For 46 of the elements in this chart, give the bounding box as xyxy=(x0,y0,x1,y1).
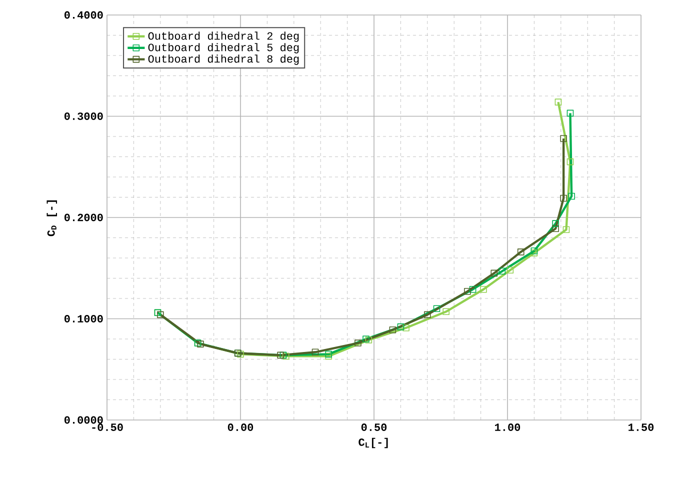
point xyxy=(498,268,506,275)
point xyxy=(560,135,567,142)
y-tick-label: 0.2000 xyxy=(64,214,103,222)
point xyxy=(554,98,562,106)
point xyxy=(464,288,471,295)
point xyxy=(397,323,404,330)
y-tick-label: 0.4000 xyxy=(64,11,103,19)
y-tick-label: 0.1000 xyxy=(64,315,103,322)
point xyxy=(362,336,370,342)
point xyxy=(197,340,204,348)
point xyxy=(517,248,524,256)
point xyxy=(480,286,487,293)
x-tick-label: 1.50 xyxy=(628,424,654,431)
point xyxy=(442,308,450,316)
x-axis-title: C$_{L}$[-] xyxy=(358,438,388,448)
point xyxy=(552,220,559,227)
point xyxy=(560,194,567,202)
point xyxy=(277,352,284,359)
legend-label: Outboard dihedral 5 deg xyxy=(148,43,299,54)
x-tick-label: 0.00 xyxy=(228,424,254,431)
point xyxy=(568,192,575,200)
point xyxy=(566,110,574,117)
point xyxy=(157,311,164,318)
point xyxy=(282,352,290,360)
legend-label: Outboard dihedral 8 deg xyxy=(148,54,299,65)
point xyxy=(424,311,431,318)
text: C$_{D}$ [-] xyxy=(46,200,57,236)
point xyxy=(402,324,410,332)
point xyxy=(506,266,514,274)
x-tick-label: 0.50 xyxy=(361,424,387,431)
point xyxy=(237,350,244,358)
point xyxy=(566,158,574,166)
point xyxy=(433,305,440,312)
x-tick-label: -0.50 xyxy=(92,424,123,431)
point xyxy=(354,340,362,346)
point xyxy=(365,336,372,344)
legend-label: Outboard dihedral 2 deg xyxy=(148,32,299,42)
point xyxy=(490,270,498,277)
y-tick-label: 0.0000 xyxy=(64,416,103,424)
point xyxy=(562,226,570,234)
point xyxy=(312,348,319,356)
point xyxy=(469,286,476,293)
y-tick-label: 0.3000 xyxy=(64,112,103,120)
x-tick-label: 1.00 xyxy=(495,424,520,431)
point xyxy=(389,326,396,334)
point xyxy=(552,225,559,232)
